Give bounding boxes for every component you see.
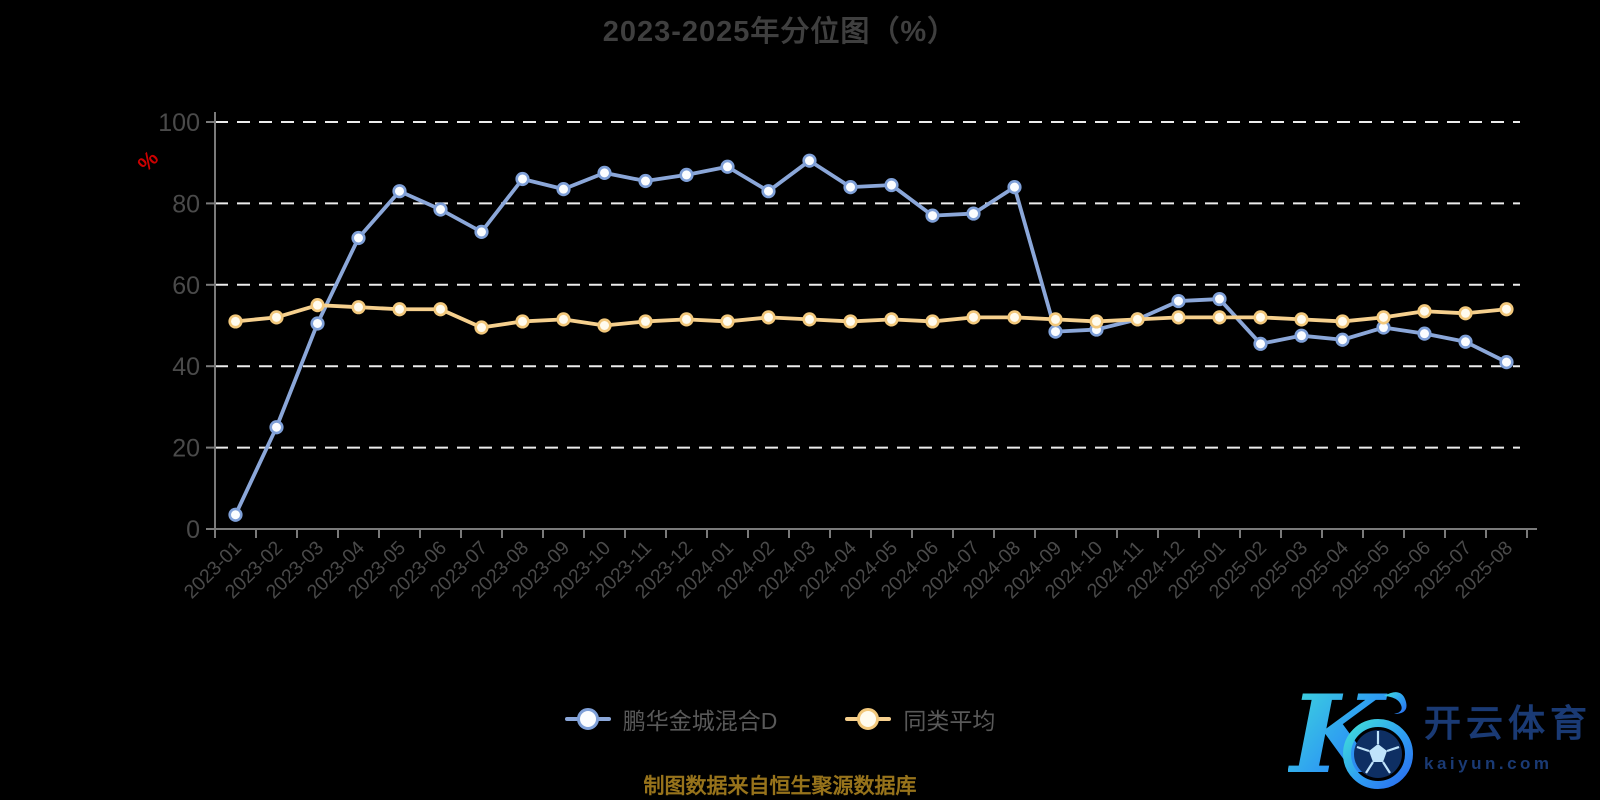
data-point[interactable] xyxy=(925,208,940,223)
data-point[interactable] xyxy=(679,312,694,327)
data-point[interactable] xyxy=(556,182,571,197)
data-point[interactable] xyxy=(310,298,325,313)
data-point[interactable] xyxy=(392,302,407,317)
data-point[interactable] xyxy=(925,314,940,329)
data-point[interactable] xyxy=(597,318,612,333)
chart-title: 2023-2025年分位图（%） xyxy=(602,16,958,48)
data-point[interactable] xyxy=(392,184,407,199)
legend-label-peer-average: 同类平均 xyxy=(903,708,996,734)
data-point[interactable] xyxy=(884,312,899,327)
kaiyun-logo-mark: K xyxy=(1288,672,1413,798)
data-point[interactable] xyxy=(351,300,366,315)
y-axis-tick-label: 80 xyxy=(172,190,200,218)
data-point[interactable] xyxy=(1171,310,1186,325)
data-point[interactable] xyxy=(884,177,899,193)
data-point[interactable] xyxy=(802,153,817,168)
logo-ball-ring xyxy=(1343,719,1413,789)
data-point[interactable] xyxy=(638,173,653,189)
data-point[interactable] xyxy=(433,302,448,317)
data-point[interactable] xyxy=(761,184,776,199)
data-point[interactable] xyxy=(474,320,489,335)
data-point[interactable] xyxy=(1417,304,1432,319)
data-point[interactable] xyxy=(269,420,284,435)
data-point[interactable] xyxy=(1499,355,1514,370)
data-point[interactable] xyxy=(1089,314,1104,329)
data-point[interactable] xyxy=(1335,314,1350,329)
data-point[interactable] xyxy=(1253,336,1268,351)
data-point[interactable] xyxy=(1130,312,1145,327)
data-point[interactable] xyxy=(1253,310,1268,325)
data-point[interactable] xyxy=(1007,310,1022,325)
y-axis-tick-label: 100 xyxy=(158,109,200,137)
series-line-fund xyxy=(233,158,1509,517)
y-axis-tick-label: 0 xyxy=(186,516,200,544)
data-point[interactable] xyxy=(1048,312,1063,327)
data-point[interactable] xyxy=(1458,306,1473,321)
data-point[interactable] xyxy=(638,314,653,329)
data-point[interactable] xyxy=(761,310,776,325)
data-point[interactable] xyxy=(1048,324,1063,339)
data-point[interactable] xyxy=(1212,310,1227,325)
data-point[interactable] xyxy=(1007,180,1022,195)
data-point[interactable] xyxy=(720,159,735,174)
series-layer xyxy=(228,153,1514,522)
y-axis-tick-label: 40 xyxy=(172,353,200,381)
data-point[interactable] xyxy=(966,206,981,221)
soccer-ball-icon xyxy=(1354,730,1402,778)
legend-label-fund: 鹏华金城混合D xyxy=(622,708,778,734)
data-point[interactable] xyxy=(351,230,366,246)
y-axis-unit-label: % xyxy=(134,146,164,176)
data-point[interactable] xyxy=(433,202,448,217)
data-point[interactable] xyxy=(515,171,530,187)
data-point[interactable] xyxy=(310,316,325,331)
data-point[interactable] xyxy=(843,180,858,195)
data-point[interactable] xyxy=(1294,312,1309,327)
chart-legend: 鹏华金城混合D 同类平均 xyxy=(0,702,1560,736)
data-point[interactable] xyxy=(1458,334,1473,349)
data-point[interactable] xyxy=(843,314,858,329)
data-point[interactable] xyxy=(966,310,981,325)
data-point[interactable] xyxy=(802,312,817,327)
peer-series-marker-icon xyxy=(845,708,892,730)
legend-item-fund[interactable]: 鹏华金城混合D xyxy=(564,702,778,736)
data-point[interactable] xyxy=(1335,332,1350,347)
data-point[interactable] xyxy=(1294,328,1309,343)
data-point[interactable] xyxy=(515,314,530,329)
gridlines-layer xyxy=(215,121,1520,449)
data-point[interactable] xyxy=(1417,326,1432,341)
data-source-note: 制图数据来自恒生聚源数据库 xyxy=(643,775,917,798)
kaiyun-logo[interactable]: K 开云体育 kaiyun.com xyxy=(1288,668,1600,798)
data-point[interactable] xyxy=(228,507,243,522)
logo-domain: kaiyun.com xyxy=(1424,753,1553,773)
y-axis-tick-label: 20 xyxy=(172,435,200,463)
y-axis-tick-label: 60 xyxy=(172,272,200,300)
data-point[interactable] xyxy=(1171,293,1186,309)
data-point[interactable] xyxy=(228,314,243,329)
data-point[interactable] xyxy=(556,312,571,327)
logo-wave-curl-icon xyxy=(1384,692,1407,714)
logo-brand-name: 开云体育 xyxy=(1424,702,1592,744)
data-point[interactable] xyxy=(679,167,694,183)
data-point[interactable] xyxy=(720,314,735,329)
fund-series-marker-icon xyxy=(564,708,611,730)
data-point[interactable] xyxy=(1212,291,1227,307)
series-line-peer-average xyxy=(233,303,1509,330)
legend-item-peer-average[interactable]: 同类平均 xyxy=(845,702,995,736)
data-point[interactable] xyxy=(1499,302,1514,317)
data-point[interactable] xyxy=(474,224,489,239)
data-point[interactable] xyxy=(269,310,284,325)
data-point[interactable] xyxy=(1376,310,1391,325)
data-point[interactable] xyxy=(597,165,612,180)
